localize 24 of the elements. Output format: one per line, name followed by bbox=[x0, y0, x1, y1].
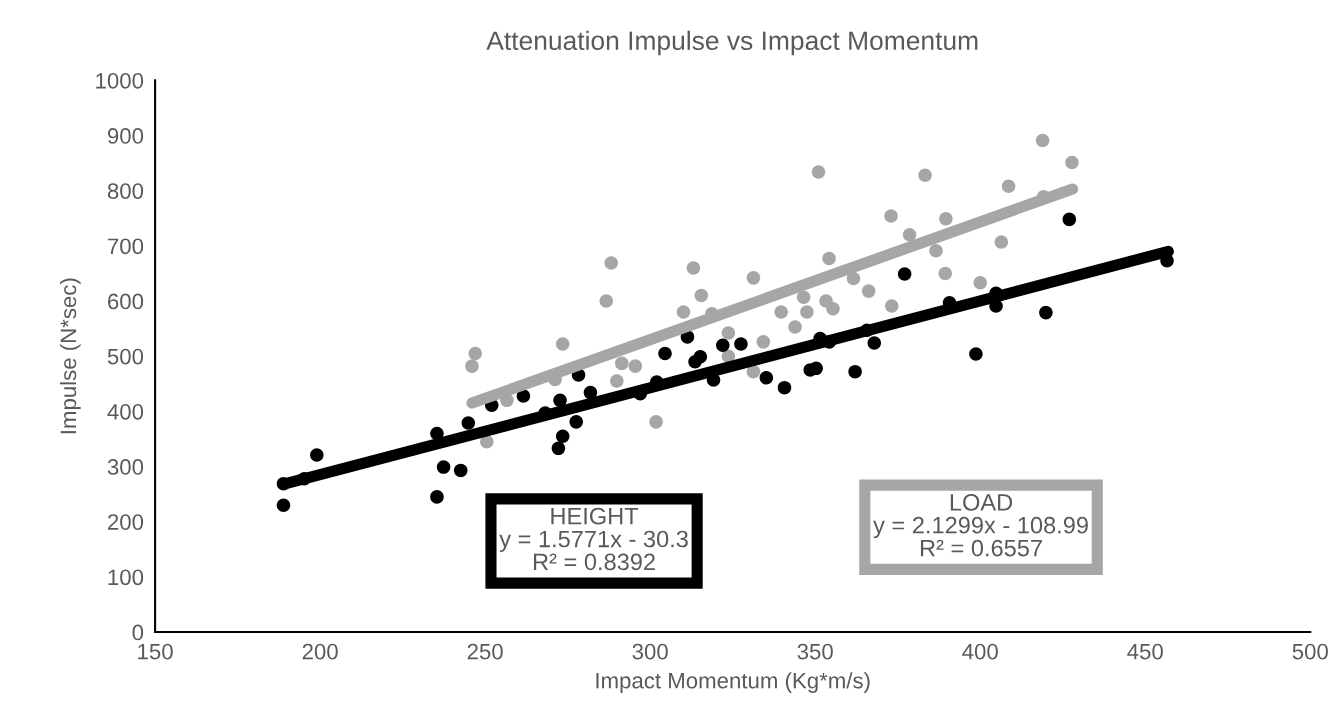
y-tick-label: 1000 bbox=[96, 72, 144, 89]
y-tick-label: 600 bbox=[108, 293, 144, 310]
x-tick-label: 300 bbox=[632, 643, 668, 660]
x-tick-label: 200 bbox=[302, 643, 338, 660]
y-tick-label: 300 bbox=[107, 459, 144, 475]
y-tick-label: 200 bbox=[108, 514, 144, 530]
x-tick-label: 500 bbox=[1292, 643, 1328, 660]
y-tick-label: 700 bbox=[108, 238, 144, 255]
y-tick-label: 500 bbox=[107, 348, 144, 365]
x-tick-label: 400 bbox=[962, 643, 998, 660]
y-axis-title: Impulse (N*sec) bbox=[59, 278, 81, 434]
y-tick-label: 400 bbox=[107, 403, 144, 420]
x-axis-title: Impact Momentum (Kg*m/s) bbox=[596, 672, 870, 693]
y-tick-label: 0 bbox=[132, 624, 144, 641]
x-tick-label: 150 bbox=[138, 643, 173, 660]
x-tick-label: 250 bbox=[467, 643, 503, 660]
annotation: LOAD y = 2.1299x - 108.99 R² = 0.6557 bbox=[873, 493, 1088, 557]
y-tick-label: 100 bbox=[108, 569, 144, 586]
x-tick-label: 450 bbox=[1127, 643, 1163, 660]
chart-title: Attenuation Impulse vs Impact Momentum bbox=[486, 30, 978, 56]
x-tick-label: 350 bbox=[797, 643, 833, 660]
annotation: HEIGHT y = 1.5771x - 30.3 R² = 0.8392 bbox=[499, 507, 688, 571]
y-tick-label: 900 bbox=[107, 128, 144, 144]
y-tick-label: 800 bbox=[107, 183, 144, 199]
